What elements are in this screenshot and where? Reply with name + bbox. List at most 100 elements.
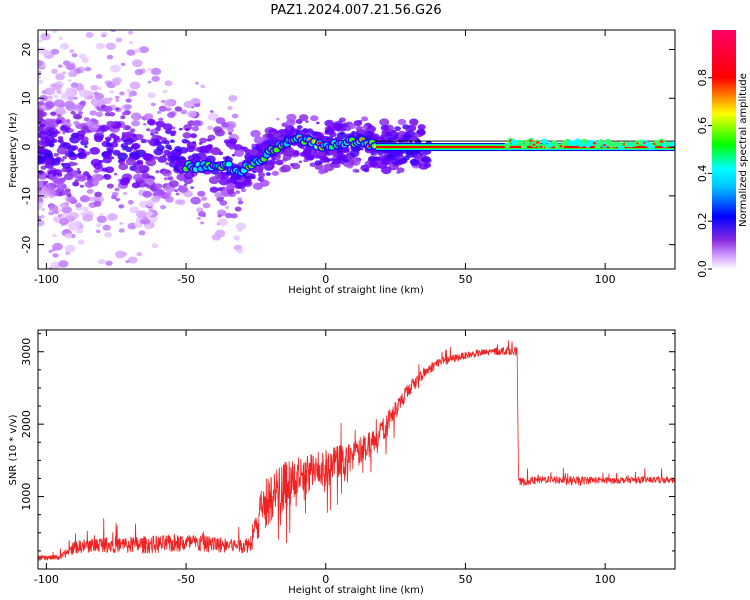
spectrogram-speckle [163, 140, 170, 145]
spectrogram-speckle [196, 156, 201, 160]
spectrogram-band-blob [594, 143, 602, 149]
spectrogram-speckle [125, 259, 130, 264]
spectrogram-speckle [58, 102, 66, 108]
spectrogram-speckle [147, 92, 156, 99]
spectrogram-speckle [368, 160, 378, 168]
spectrogram-speckle [225, 121, 237, 129]
spectrogram-speckle [131, 142, 141, 150]
spectrogram-speckle [135, 210, 147, 219]
spectrogram-speckle [118, 228, 125, 233]
spectrogram-speckle [133, 173, 143, 181]
spectrogram-speckle [129, 81, 141, 90]
spectrogram-speckle [214, 173, 223, 179]
spectrogram-speckle [91, 173, 103, 182]
spectrogram-speckle [207, 134, 216, 141]
spectrogram-speckle [174, 106, 183, 112]
spectrogram-speckle [183, 100, 194, 109]
spectrogram-speckle [136, 252, 143, 257]
spectrogram-speckle [121, 177, 131, 184]
spectrogram-speckle [106, 54, 114, 60]
spectrogram-speckle [75, 227, 84, 234]
spectrogram-ytick-label: -20 [20, 236, 33, 254]
spectrogram-speckle [373, 156, 380, 161]
spectrogram-speckle [363, 130, 374, 138]
snr-xtick-label: 0 [322, 573, 329, 586]
spectrogram-speckle [396, 167, 405, 173]
spectrogram-xtick-label: 0 [322, 273, 329, 286]
spectrogram-ytick-label: 0 [20, 144, 33, 151]
colorbar-tick-label: 0.0 [696, 260, 709, 278]
spectrogram-speckle [147, 67, 153, 72]
spectrogram-speckle [170, 132, 176, 137]
spectrogram-speckle [211, 233, 222, 241]
spectrogram-speckle [236, 181, 246, 190]
snr-ytick-label: 1000 [20, 483, 33, 511]
spectrogram-speckle [66, 195, 76, 203]
spectrogram-speckle [359, 147, 364, 151]
spectrogram-speckle [95, 74, 103, 79]
spectrogram-speckle [151, 243, 159, 249]
spectrogram-speckle [77, 111, 84, 115]
spectrogram-speckle [155, 140, 163, 146]
spectrogram-speckle [199, 145, 210, 154]
spectrogram-speckle [298, 160, 303, 164]
spectrogram-speckle [417, 124, 426, 130]
spectrogram-speckle [69, 12, 80, 20]
spectrogram-speckle [126, 49, 136, 56]
spectrogram-speckle [71, 53, 78, 58]
spectrogram-speckle [108, 143, 113, 147]
spectrogram-speckle [156, 144, 165, 152]
spectrogram-speckle [250, 129, 261, 138]
spectrogram-speckle [195, 81, 199, 85]
spectrogram-speckle [58, 191, 63, 195]
snr-series-line [38, 340, 675, 561]
spectrogram-speckle [222, 122, 230, 128]
spectrogram-speckle [60, 125, 68, 131]
spectrogram-speckle [52, 138, 58, 143]
spectrogram-band-hot [592, 141, 597, 145]
spectrogram-speckle [303, 152, 315, 161]
spectrogram-speckle [106, 120, 115, 127]
snr-xtick-label: 100 [595, 573, 616, 586]
spectrogram-speckle [361, 116, 368, 122]
spectrogram-speckle [228, 138, 238, 145]
spectrogram-speckle [154, 183, 163, 190]
spectrogram-speckle [310, 115, 319, 122]
spectrogram-speckle [145, 199, 155, 207]
spectrogram-speckle [252, 182, 263, 190]
spectrogram-speckle [144, 178, 155, 185]
spectrogram-speckle [52, 253, 59, 258]
spectrogram-speckle [128, 94, 133, 98]
spectrogram-speckle [290, 128, 295, 132]
spectrogram-speckle [402, 133, 412, 141]
spectrogram-speckle [165, 129, 173, 135]
snr-ylabel: SNR (10 * v/v) [8, 414, 19, 485]
spectrogram-speckle [267, 159, 277, 166]
spectrogram-speckle [45, 153, 52, 158]
spectrogram-speckle [117, 152, 128, 161]
spectrogram-speckle [260, 177, 265, 181]
spectrogram-speckle [227, 106, 233, 110]
spectrogram-speckle [348, 123, 356, 129]
spectrogram-speckle [39, 131, 43, 135]
spectrogram-speckle [185, 128, 190, 132]
spectrogram-speckle [130, 112, 142, 121]
spectrogram-speckle [50, 48, 60, 55]
spectrogram-speckle [321, 156, 330, 162]
spectrogram-speckle [360, 164, 370, 172]
spectrogram-xtick-label: 100 [595, 273, 616, 286]
spectrogram-speckle [102, 224, 111, 231]
spectrogram-speckle [68, 128, 74, 133]
spectrogram-speckle [306, 128, 314, 134]
spectrogram-speckle [155, 120, 166, 128]
spectrogram-speckle [103, 154, 107, 157]
spectrogram-speckle [51, 30, 58, 34]
spectrogram-speckle [79, 184, 85, 188]
spectrogram-speckle [38, 59, 44, 67]
spectrogram-speckle [44, 87, 55, 96]
spectrogram-speckle [409, 158, 418, 165]
spectrogram-speckle [67, 95, 75, 101]
spectrogram-speckle [168, 180, 179, 188]
spectrogram-speckle [73, 162, 78, 166]
